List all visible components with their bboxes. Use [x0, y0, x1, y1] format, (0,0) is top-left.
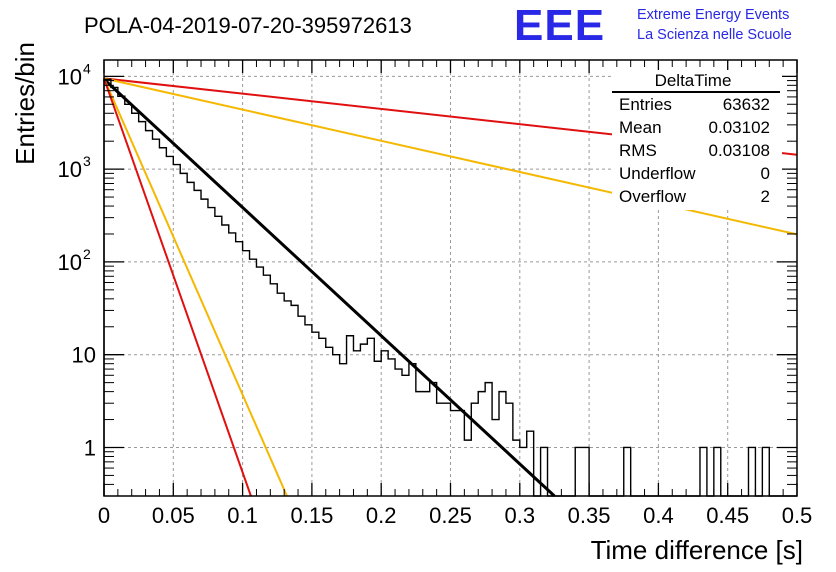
x-tick-label: 0.05: [152, 503, 195, 528]
fit-curve: [102, 78, 556, 498]
stats-row-value: 2: [761, 187, 770, 206]
y-tick-label: 1: [84, 435, 96, 460]
stats-box-background: [612, 70, 782, 210]
fit-curve: [103, 78, 252, 497]
x-tick-label: 0.2: [366, 503, 397, 528]
eee-logo: EEE Extreme Energy Events La Scienza nel…: [514, 1, 792, 50]
stats-row-value: 0.03108: [709, 141, 770, 160]
stats-box: DeltaTime Entries 63632 Mean 0.03102 RMS 0.03…: [612, 70, 782, 210]
fit-curve: [103, 78, 288, 497]
y-tick-exponent: 4: [83, 60, 91, 76]
stats-row-value: 63632: [723, 95, 770, 114]
y-tick-exponent: 2: [83, 246, 91, 262]
stats-title: DeltaTime: [655, 71, 732, 90]
x-tick-label: 0.5: [782, 503, 813, 528]
stats-row-label: Entries: [619, 95, 672, 114]
y-axis-label: Entries/bin: [10, 42, 40, 165]
x-tick-label: 0.15: [290, 503, 333, 528]
chart-title: POLA-04-2019-07-20-395972613: [84, 13, 412, 38]
stats-row-label: Overflow: [619, 187, 687, 206]
x-tick-label: 0.35: [568, 503, 611, 528]
x-axis-label: Time difference [s]: [591, 535, 803, 565]
eee-logo-line1: Extreme Energy Events: [637, 7, 789, 23]
stats-row-label: Mean: [619, 118, 662, 137]
y-tick-exponent: 3: [83, 153, 91, 169]
y-tick-label: 10: [58, 250, 82, 275]
y-tick-label: 10: [58, 64, 82, 89]
x-tick-label: 0: [98, 503, 110, 528]
x-tick-label: 0.4: [643, 503, 674, 528]
y-tick-label: 10: [72, 343, 96, 368]
x-tick-label: 0.1: [227, 503, 258, 528]
stats-row-label: RMS: [619, 141, 657, 160]
eee-logo-mark: EEE: [514, 1, 605, 50]
stats-rows: Entries 63632 Mean 0.03102 RMS 0.03108 Underfl…: [619, 95, 770, 206]
stats-row-label: Underflow: [619, 164, 696, 183]
x-tick-label: 0.45: [706, 503, 749, 528]
axis-ticks: 0 0.05 0.1 0.15 0.2 0.25 0.3 0.35 0.4 0.45 0.5 1 10 1…: [58, 60, 813, 528]
eee-logo-line2: La Scienza nelle Scuole: [637, 27, 792, 43]
stats-row-value: 0: [761, 164, 770, 183]
x-tick-label: 0.25: [429, 503, 472, 528]
x-tick-label: 0.3: [505, 503, 536, 528]
y-tick-label: 10: [58, 157, 82, 182]
stats-row-value: 0.03102: [709, 118, 770, 137]
